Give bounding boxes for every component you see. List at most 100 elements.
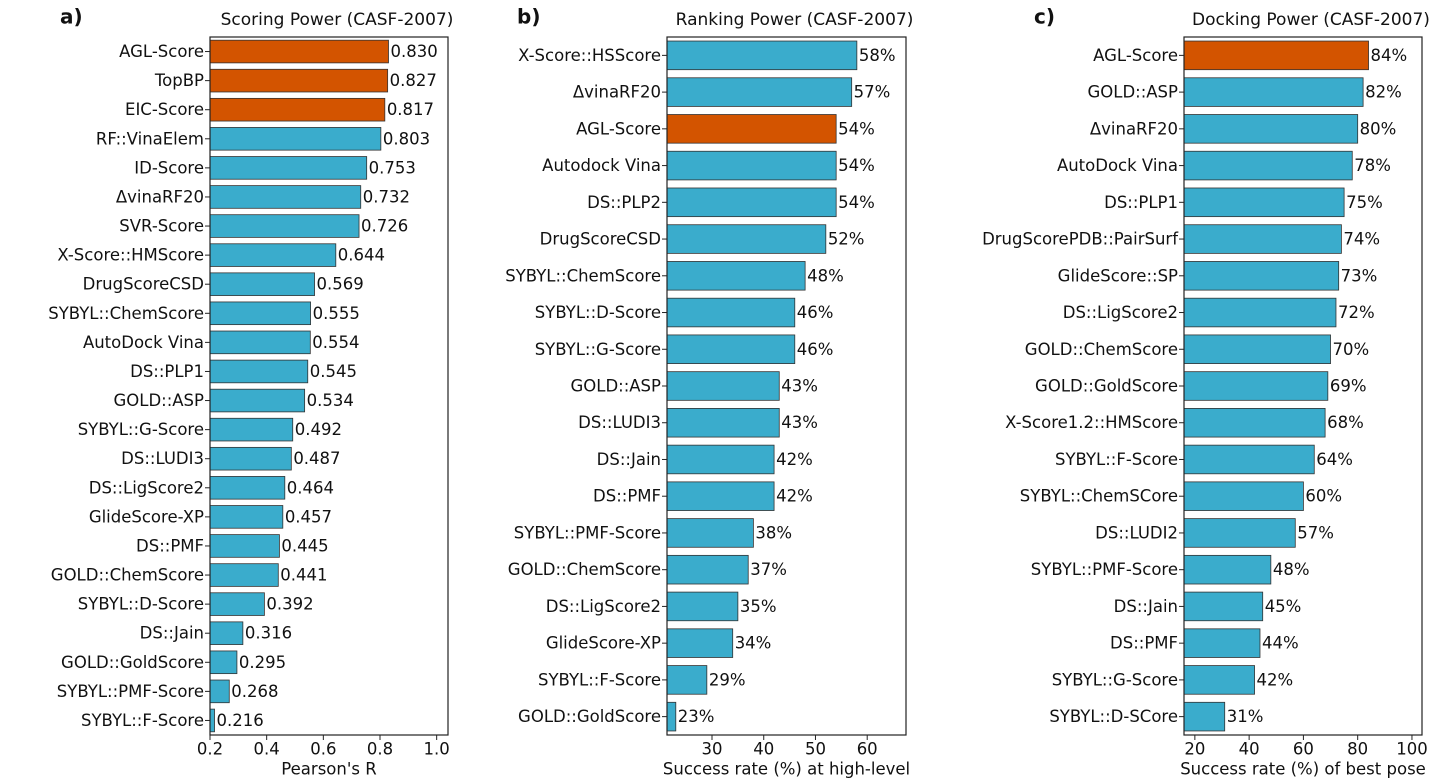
value-label: 48% xyxy=(807,266,844,285)
chart-title: Ranking Power (CASF-2007) xyxy=(676,10,914,30)
x-tick-label: 40 xyxy=(753,740,774,759)
value-label: 0.316 xyxy=(245,624,292,643)
bar xyxy=(209,476,286,500)
value-label: 0.457 xyxy=(285,507,332,526)
plot-frame xyxy=(1183,36,1423,736)
value-label: 78% xyxy=(1354,156,1391,175)
value-label: 0.445 xyxy=(281,536,328,555)
value-label: 31% xyxy=(1227,707,1264,726)
value-label: 42% xyxy=(1257,670,1294,689)
value-label: 42% xyxy=(776,487,813,506)
category-label: EIC-Score xyxy=(125,100,204,119)
category-label: GOLD::GoldScore xyxy=(1035,377,1178,396)
bar xyxy=(209,563,279,587)
category-label: AutoDock Vina xyxy=(83,333,204,352)
value-label: 43% xyxy=(781,413,818,432)
category-label: TopBP xyxy=(154,71,204,90)
value-label: 84% xyxy=(1371,46,1408,65)
x-tick-label: 0.8 xyxy=(367,740,393,759)
panel-label: c) xyxy=(1034,5,1055,29)
bar xyxy=(1183,371,1329,401)
x-tick-label: 60 xyxy=(1293,740,1314,759)
value-label: 0.441 xyxy=(280,566,327,585)
category-label: SYBYL::PMF-Score xyxy=(514,523,661,542)
panel-label: a) xyxy=(60,5,83,29)
value-label: 82% xyxy=(1365,83,1402,102)
bar xyxy=(666,408,780,438)
panel-label: b) xyxy=(517,5,540,29)
value-label: 46% xyxy=(797,303,834,322)
bar xyxy=(209,156,368,180)
x-tick-label: 80 xyxy=(1347,740,1368,759)
category-label: SYBYL::D-Score xyxy=(535,303,661,322)
bar xyxy=(209,592,265,616)
value-label: 0.644 xyxy=(338,246,385,265)
bar xyxy=(209,505,284,529)
bar xyxy=(209,301,311,326)
category-label: GOLD::ChemScore xyxy=(508,560,661,579)
category-label: SYBYL::PMF-Score xyxy=(1031,560,1178,579)
bar xyxy=(209,39,389,64)
value-label: 44% xyxy=(1262,634,1299,653)
value-label: 0.830 xyxy=(391,42,438,61)
category-label: Autodock Vina xyxy=(542,156,661,175)
x-tick-label: 20 xyxy=(1184,740,1205,759)
value-label: 35% xyxy=(740,597,777,616)
category-label: ΔvinaRF20 xyxy=(1090,119,1178,138)
bar xyxy=(1183,334,1331,364)
category-label: DS::PMF xyxy=(1110,634,1178,653)
bar xyxy=(666,665,708,695)
category-label: DS::LigScore2 xyxy=(1063,303,1178,322)
value-label: 45% xyxy=(1265,597,1302,616)
category-label: GlideScore-XP xyxy=(546,634,661,653)
category-label: AutoDock Vina xyxy=(1057,156,1178,175)
category-label: ΔvinaRF20 xyxy=(573,83,661,102)
bar xyxy=(666,444,775,475)
category-label: DS::Jain xyxy=(1114,597,1178,616)
category-label: GOLD::ASP xyxy=(1087,83,1178,102)
bar xyxy=(209,185,362,209)
category-label: DS::LUDI3 xyxy=(121,449,204,468)
bar xyxy=(209,214,360,238)
category-label: SYBYL::ChemSCore xyxy=(1020,487,1178,506)
category-label: GOLD::ChemScore xyxy=(51,566,204,585)
category-label: AGL-Score xyxy=(1093,46,1178,65)
category-label: ID-Score xyxy=(134,158,204,177)
category-label: GlideScore::SP xyxy=(1058,266,1178,285)
category-label: SYBYL::D-SCore xyxy=(1049,707,1178,726)
value-label: 58% xyxy=(859,46,896,65)
category-label: GOLD::GoldScore xyxy=(518,707,661,726)
value-label: 54% xyxy=(838,119,875,138)
value-label: 0.817 xyxy=(387,100,434,119)
bar xyxy=(666,150,837,181)
value-label: 0.554 xyxy=(312,333,359,352)
chart-title: Scoring Power (CASF-2007) xyxy=(221,10,454,30)
value-label: 0.726 xyxy=(361,217,408,236)
value-label: 0.827 xyxy=(390,71,437,90)
value-label: 0.732 xyxy=(363,187,410,206)
category-label: DS::LigScore2 xyxy=(546,597,661,616)
bar xyxy=(209,650,238,675)
value-label: 0.216 xyxy=(217,711,264,730)
category-label: GlideScore-XP xyxy=(89,507,204,526)
category-label: AGL-Score xyxy=(576,119,661,138)
bar xyxy=(1183,518,1296,548)
value-label: 29% xyxy=(709,670,746,689)
bar xyxy=(209,679,230,704)
bar xyxy=(209,417,294,442)
x-tick-label: 0.2 xyxy=(197,740,223,759)
category-label: SYBYL::F-Score xyxy=(1055,450,1178,469)
value-label: 0.753 xyxy=(369,158,416,177)
bar xyxy=(1183,297,1337,328)
category-label: X-Score::HMScore xyxy=(57,246,204,265)
x-axis-label: Success rate (%) of best pose xyxy=(1180,760,1426,779)
category-label: X-Score1.2::HMScore xyxy=(1005,413,1178,432)
category-label: X-Score::HSScore xyxy=(518,46,661,65)
category-label: GOLD::ChemScore xyxy=(1025,340,1178,359)
bar xyxy=(209,243,337,267)
category-label: DS::Jain xyxy=(140,624,204,643)
category-label: SYBYL::PMF-Score xyxy=(57,682,204,701)
value-label: 74% xyxy=(1343,230,1380,249)
value-label: 54% xyxy=(838,193,875,212)
